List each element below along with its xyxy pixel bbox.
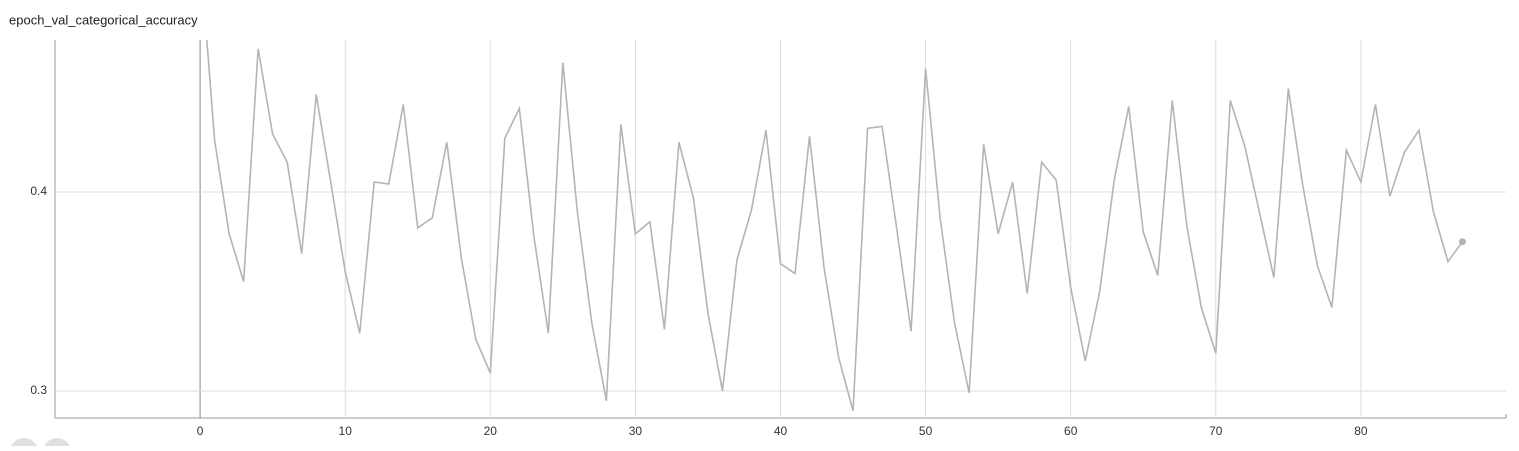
x-tick-label: 10 xyxy=(339,424,353,438)
x-tick-label: 80 xyxy=(1354,424,1368,438)
x-tick-label: 70 xyxy=(1209,424,1223,438)
x-tick-label: 20 xyxy=(484,424,498,438)
x-tick-label: 50 xyxy=(919,424,933,438)
chart-title: epoch_val_categorical_accuracy xyxy=(9,12,198,27)
x-tick-label: 40 xyxy=(774,424,788,438)
control-button[interactable] xyxy=(10,438,38,451)
x-tick-label: 0 xyxy=(197,424,204,438)
plot-area xyxy=(206,40,1466,412)
control-button[interactable] xyxy=(43,438,71,451)
data-line xyxy=(206,40,1464,412)
x-tick-label: 30 xyxy=(629,424,643,438)
y-tick-label: 0.4 xyxy=(30,184,47,198)
end-point xyxy=(1458,238,1466,246)
y-tick-label: 0.3 xyxy=(30,383,47,397)
x-tick-label: 60 xyxy=(1064,424,1078,438)
